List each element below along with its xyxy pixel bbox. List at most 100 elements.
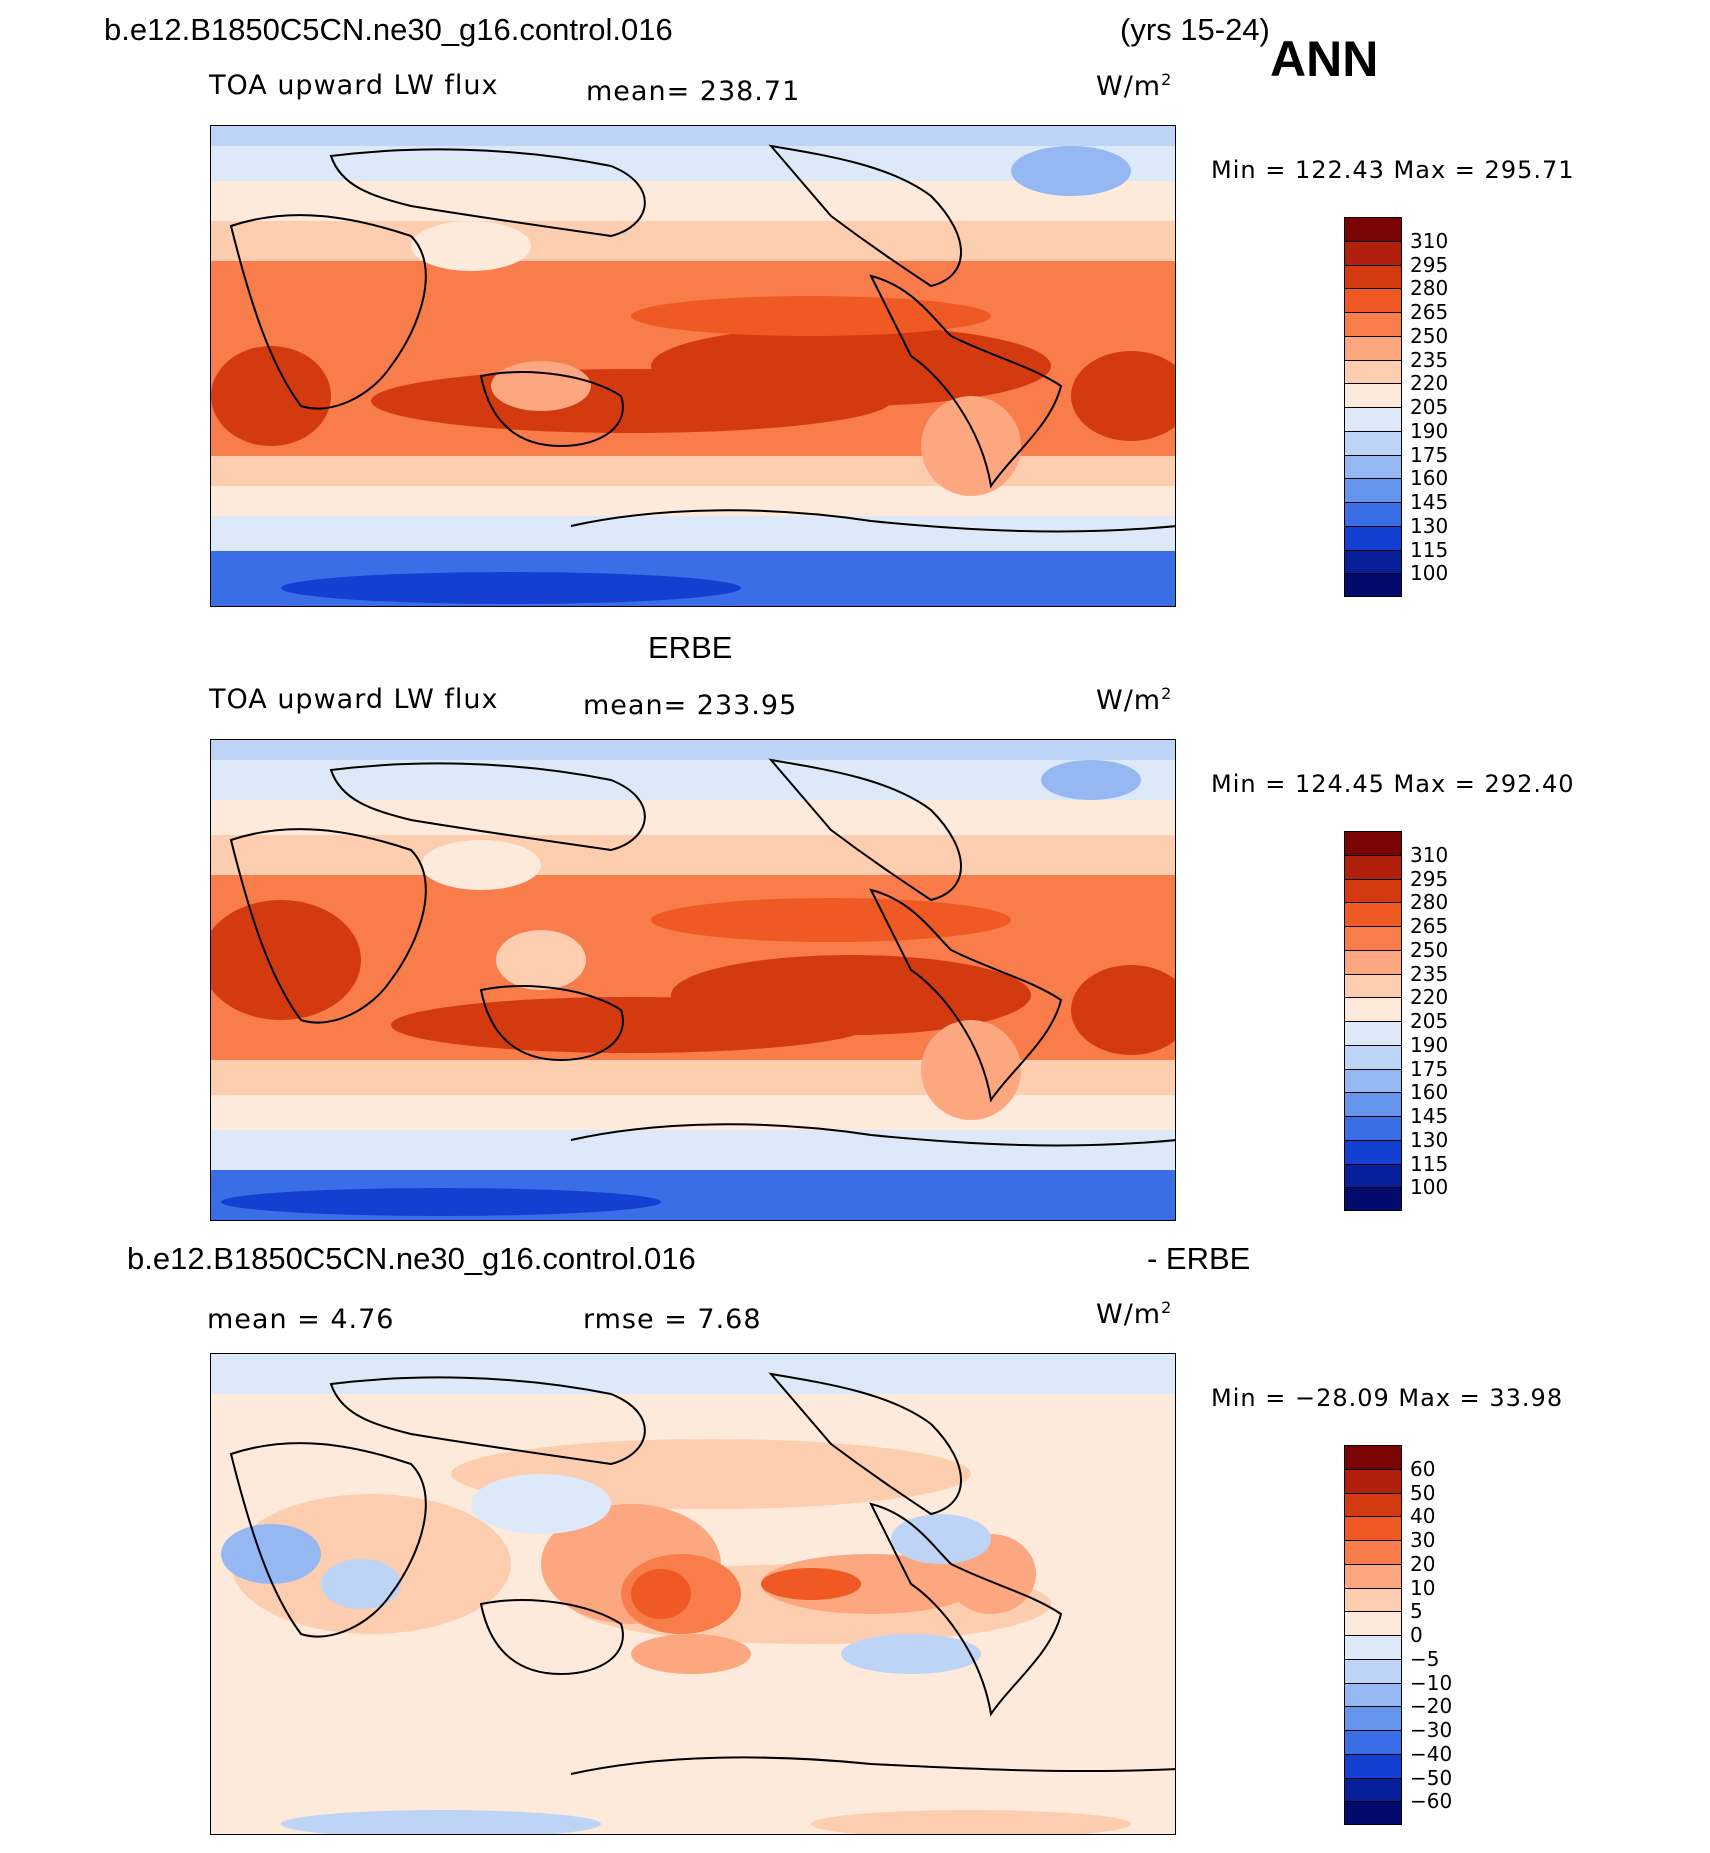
colorbar-cell xyxy=(1344,831,1402,855)
colorbar-tick-label: 310 xyxy=(1410,229,1448,253)
colorbar-cell xyxy=(1344,241,1402,265)
colorbar-cell xyxy=(1344,902,1402,926)
case-title: b.e12.B1850C5CN.ne30_g16.control.016 xyxy=(104,12,673,48)
colorbar-tick-label: 235 xyxy=(1410,348,1448,372)
colorbar-cell xyxy=(1344,1069,1402,1093)
panel2-colorbar xyxy=(1344,831,1402,1211)
colorbar-cell xyxy=(1344,288,1402,312)
colorbar-cell xyxy=(1344,455,1402,479)
years-label: (yrs 15-24) xyxy=(1120,12,1270,48)
colorbar-tick-label: 175 xyxy=(1410,443,1448,467)
colorbar-cell xyxy=(1344,1611,1402,1635)
colorbar-cell xyxy=(1344,360,1402,384)
colorbar-tick-label: 280 xyxy=(1410,276,1448,300)
colorbar-cell xyxy=(1344,1564,1402,1588)
colorbar-cell xyxy=(1344,526,1402,550)
colorbar-tick-label: 40 xyxy=(1410,1504,1435,1528)
panel2-map xyxy=(210,739,1176,1221)
colorbar-tick-label: −40 xyxy=(1410,1742,1452,1766)
panel2-units: W/m2 xyxy=(1096,684,1172,716)
colorbar-cell xyxy=(1344,265,1402,289)
colorbar-cell xyxy=(1344,1021,1402,1045)
colorbar-tick-label: 115 xyxy=(1410,538,1448,562)
colorbar-tick-label: 115 xyxy=(1410,1152,1448,1176)
colorbar-tick-label: 160 xyxy=(1410,1080,1448,1104)
colorbar-tick-label: 130 xyxy=(1410,1128,1448,1152)
colorbar-tick-label: −60 xyxy=(1410,1789,1452,1813)
colorbar-cell xyxy=(1344,1754,1402,1778)
panel3-mean: mean = 4.76 xyxy=(207,1304,394,1335)
colorbar-cell xyxy=(1344,879,1402,903)
colorbar-tick-label: 265 xyxy=(1410,914,1448,938)
colorbar-tick-label: −5 xyxy=(1410,1647,1439,1671)
panel3-rmse: rmse = 7.68 xyxy=(583,1304,762,1335)
season-label: ANN xyxy=(1270,30,1378,88)
colorbar-cell xyxy=(1344,1187,1402,1211)
panel3-units: W/m2 xyxy=(1096,1298,1172,1330)
colorbar-tick-label: 190 xyxy=(1410,419,1448,443)
panel2-heading: ERBE xyxy=(648,630,732,666)
colorbar-cell xyxy=(1344,1801,1402,1825)
colorbar-cell xyxy=(1344,550,1402,574)
colorbar-tick-label: 10 xyxy=(1410,1576,1435,1600)
colorbar-tick-label: 280 xyxy=(1410,890,1448,914)
colorbar-tick-label: 295 xyxy=(1410,867,1448,891)
colorbar-tick-label: −30 xyxy=(1410,1718,1452,1742)
colorbar-tick-label: 250 xyxy=(1410,938,1448,962)
colorbar-tick-label: 60 xyxy=(1410,1457,1435,1481)
panel1-contour-field xyxy=(211,126,1176,607)
colorbar-tick-label: 100 xyxy=(1410,1175,1448,1199)
colorbar-cell xyxy=(1344,1730,1402,1754)
colorbar-tick-label: 220 xyxy=(1410,985,1448,1009)
panel2-contour-field xyxy=(211,740,1176,1221)
colorbar-cell xyxy=(1344,336,1402,360)
colorbar-cell xyxy=(1344,1140,1402,1164)
colorbar-tick-label: 205 xyxy=(1410,1009,1448,1033)
colorbar-cell xyxy=(1344,312,1402,336)
panel1-variable: TOA upward LW flux xyxy=(209,70,499,101)
colorbar-cell xyxy=(1344,1659,1402,1683)
colorbar-tick-label: 265 xyxy=(1410,300,1448,324)
colorbar-cell xyxy=(1344,974,1402,998)
panel2-minmax: Min = 124.45 Max = 292.40 xyxy=(1211,770,1575,798)
panel1-colorbar xyxy=(1344,217,1402,597)
colorbar-cell xyxy=(1344,855,1402,879)
colorbar-cell xyxy=(1344,431,1402,455)
colorbar-tick-label: 250 xyxy=(1410,324,1448,348)
colorbar-cell xyxy=(1344,478,1402,502)
colorbar-cell xyxy=(1344,1516,1402,1540)
colorbar-tick-label: 145 xyxy=(1410,1104,1448,1128)
colorbar-tick-label: 205 xyxy=(1410,395,1448,419)
panel1-minmax: Min = 122.43 Max = 295.71 xyxy=(1211,156,1575,184)
colorbar-cell xyxy=(1344,926,1402,950)
colorbar-cell xyxy=(1344,1445,1402,1469)
panel1-units: W/m2 xyxy=(1096,70,1172,102)
colorbar-tick-label: 190 xyxy=(1410,1033,1448,1057)
colorbar-tick-label: 0 xyxy=(1410,1623,1423,1647)
panel1-mean: mean= 238.71 xyxy=(586,76,800,107)
colorbar-cell xyxy=(1344,217,1402,241)
panel3-heading-left: b.e12.B1850C5CN.ne30_g16.control.016 xyxy=(127,1241,696,1277)
panel3-colorbar xyxy=(1344,1445,1402,1825)
colorbar-cell xyxy=(1344,383,1402,407)
colorbar-tick-label: 100 xyxy=(1410,561,1448,585)
colorbar-tick-label: 30 xyxy=(1410,1528,1435,1552)
colorbar-cell xyxy=(1344,1540,1402,1564)
colorbar-cell xyxy=(1344,950,1402,974)
colorbar-tick-label: 175 xyxy=(1410,1057,1448,1081)
colorbar-tick-label: −50 xyxy=(1410,1766,1452,1790)
colorbar-cell xyxy=(1344,1493,1402,1517)
panel2-variable: TOA upward LW flux xyxy=(209,684,499,715)
colorbar-tick-label: −10 xyxy=(1410,1671,1452,1695)
panel2-mean: mean= 233.95 xyxy=(583,690,797,721)
colorbar-cell xyxy=(1344,1635,1402,1659)
colorbar-cell xyxy=(1344,407,1402,431)
colorbar-cell xyxy=(1344,997,1402,1021)
colorbar-tick-label: 50 xyxy=(1410,1481,1435,1505)
panel3-map xyxy=(210,1353,1176,1835)
colorbar-tick-label: 20 xyxy=(1410,1552,1435,1576)
colorbar-cell xyxy=(1344,1469,1402,1493)
colorbar-tick-label: 5 xyxy=(1410,1599,1423,1623)
colorbar-cell xyxy=(1344,1164,1402,1188)
panel3-minmax: Min = −28.09 Max = 33.98 xyxy=(1211,1384,1563,1412)
